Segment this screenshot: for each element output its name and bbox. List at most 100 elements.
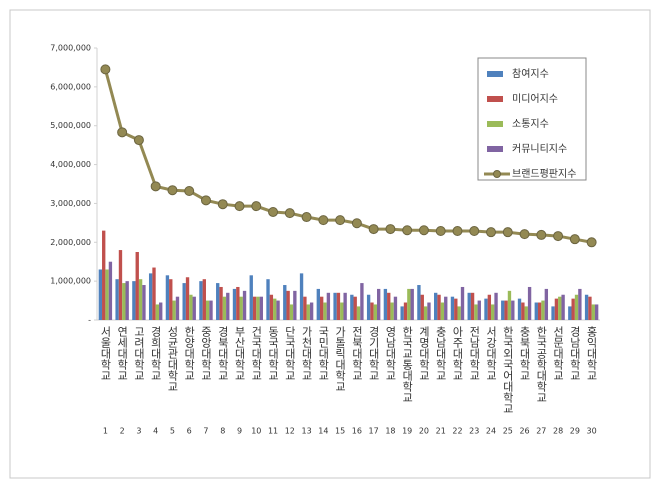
marker bbox=[385, 224, 396, 235]
x-tick-label: 충북대학교 bbox=[518, 326, 531, 381]
rank-label: 20 bbox=[419, 427, 429, 436]
rank-label: 24 bbox=[486, 427, 496, 436]
marker bbox=[402, 225, 413, 236]
bar bbox=[216, 283, 220, 320]
bar bbox=[118, 250, 123, 320]
x-tick-label: 중앙대학교 bbox=[199, 326, 212, 381]
bar bbox=[574, 294, 579, 320]
bar bbox=[554, 298, 559, 320]
bar bbox=[551, 306, 555, 320]
bar bbox=[403, 302, 408, 320]
bar bbox=[527, 286, 532, 320]
bar bbox=[343, 292, 347, 320]
bar bbox=[209, 300, 213, 320]
y-tick-label: 3,000,000 bbox=[50, 199, 91, 208]
y-tick-label: 1,000,000 bbox=[50, 277, 91, 286]
rank-label: 3 bbox=[136, 427, 141, 436]
rank-label: 13 bbox=[301, 427, 311, 436]
bar bbox=[360, 283, 364, 320]
x-tick-label: 국민대학교 bbox=[317, 326, 330, 381]
marker bbox=[100, 64, 111, 75]
rank-label: 22 bbox=[452, 427, 462, 436]
bar bbox=[108, 261, 113, 320]
marker bbox=[234, 201, 245, 212]
bar bbox=[152, 267, 156, 320]
bar bbox=[524, 306, 528, 320]
bar bbox=[242, 290, 247, 320]
y-tick-label: 5,000,000 bbox=[50, 121, 91, 130]
x-tick-label: 영남대학교 bbox=[384, 326, 397, 381]
bar bbox=[276, 300, 280, 320]
bar bbox=[232, 288, 237, 320]
x-tick-label: 가톨릭대학교 bbox=[334, 326, 347, 392]
legend-swatch bbox=[487, 71, 503, 77]
bar bbox=[219, 286, 223, 320]
bar bbox=[266, 279, 270, 320]
bar bbox=[259, 296, 263, 320]
rank-label: 7 bbox=[203, 427, 208, 436]
bar bbox=[256, 296, 260, 320]
bar bbox=[444, 296, 448, 320]
marker bbox=[301, 212, 312, 223]
rank-label: 11 bbox=[268, 427, 278, 436]
bar bbox=[102, 230, 106, 320]
rank-label: 15 bbox=[335, 427, 345, 436]
bar bbox=[252, 296, 257, 320]
bar bbox=[366, 294, 371, 320]
bar bbox=[199, 281, 203, 320]
bar bbox=[501, 300, 505, 320]
legend-swatch bbox=[487, 146, 503, 152]
bar bbox=[105, 269, 109, 320]
bar bbox=[303, 296, 307, 320]
x-tick-label: 한국교통대학교 bbox=[401, 326, 414, 403]
bar bbox=[239, 296, 243, 320]
x-tick-label: 경북대학교 bbox=[216, 326, 229, 381]
bar bbox=[333, 292, 337, 320]
bar bbox=[588, 296, 592, 320]
bar bbox=[142, 285, 146, 320]
bar bbox=[189, 294, 193, 320]
marker bbox=[435, 226, 446, 237]
marker bbox=[251, 201, 262, 212]
marker bbox=[217, 199, 228, 210]
bar bbox=[420, 294, 424, 320]
x-tick-label: 전북대학교 bbox=[350, 326, 363, 381]
bar bbox=[273, 298, 277, 320]
bar bbox=[521, 302, 525, 320]
x-tick-label: 경남대학교 bbox=[568, 326, 581, 381]
marker bbox=[452, 226, 463, 237]
x-tick-label: 단국대학교 bbox=[283, 326, 296, 381]
bar bbox=[336, 292, 341, 320]
rank-label: 10 bbox=[251, 427, 261, 436]
legend-label: 커뮤니티지수 bbox=[512, 143, 567, 155]
bar bbox=[427, 302, 431, 320]
bar bbox=[561, 294, 565, 320]
bar bbox=[410, 288, 414, 320]
bar bbox=[249, 275, 253, 320]
marker bbox=[469, 226, 480, 237]
bar bbox=[400, 306, 404, 320]
bar bbox=[175, 296, 180, 320]
bar bbox=[390, 302, 394, 320]
bar bbox=[306, 304, 310, 320]
rank-label: 26 bbox=[519, 427, 529, 436]
x-tick-label: 고려대학교 bbox=[132, 326, 145, 381]
bar bbox=[517, 298, 522, 320]
marker bbox=[284, 208, 295, 219]
rank-label: 23 bbox=[469, 427, 479, 436]
bar bbox=[487, 294, 492, 320]
marker bbox=[569, 234, 580, 245]
x-tick-label: 가천대학교 bbox=[300, 326, 313, 381]
y-tick-label: 4,000,000 bbox=[50, 160, 91, 169]
bar bbox=[377, 288, 381, 320]
y-tick-label: 2,000,000 bbox=[50, 238, 91, 247]
rank-label: 17 bbox=[369, 427, 379, 436]
y-tick-label: 6,000,000 bbox=[50, 82, 91, 91]
bar bbox=[155, 304, 160, 320]
rank-label: 28 bbox=[553, 427, 563, 436]
bar bbox=[353, 296, 357, 320]
bar bbox=[205, 300, 210, 320]
marker bbox=[586, 237, 597, 248]
bar bbox=[125, 281, 129, 320]
